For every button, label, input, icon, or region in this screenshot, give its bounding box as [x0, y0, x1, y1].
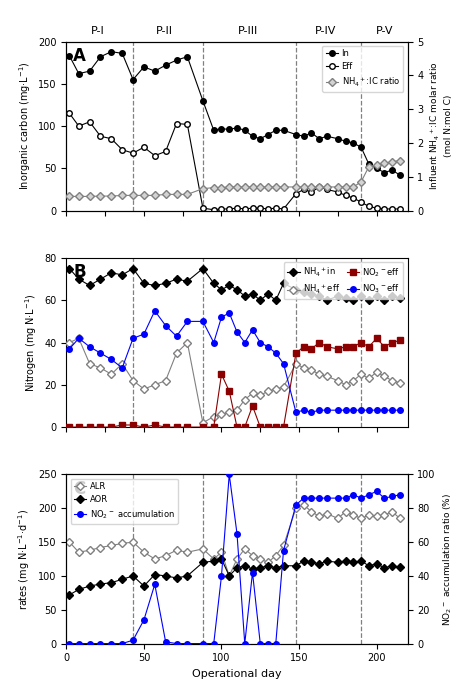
Y-axis label: Nitrogen (mg N·L$^{-1}$): Nitrogen (mg N·L$^{-1}$) — [23, 293, 39, 392]
Text: P-IV: P-IV — [315, 26, 336, 36]
Y-axis label: NO$_2$$^-$ accumulation ratio (%): NO$_2$$^-$ accumulation ratio (%) — [441, 493, 454, 626]
Y-axis label: Influent NH$_4$$^+$:IC molar ratio
(mol N:mol C): Influent NH$_4$$^+$:IC molar ratio (mol … — [429, 62, 453, 190]
Text: P-II: P-II — [155, 26, 173, 36]
Text: P-I: P-I — [91, 26, 104, 36]
Y-axis label: rates (mg N·L$^{-1}$·d$^{-1}$): rates (mg N·L$^{-1}$·d$^{-1}$) — [17, 509, 32, 610]
Text: B: B — [73, 263, 86, 281]
X-axis label: Operational day: Operational day — [192, 669, 282, 679]
Text: P-V: P-V — [375, 26, 393, 36]
Legend: ALR, AOR, NO$_2$$^-$ accumulation: ALR, AOR, NO$_2$$^-$ accumulation — [71, 479, 178, 524]
Legend: In, Eff, NH$_4$$^+$:IC ratio: In, Eff, NH$_4$$^+$:IC ratio — [322, 46, 403, 92]
Text: P-III: P-III — [238, 26, 258, 36]
Legend: NH$_4$$^+$in, NH$_4$$^+$eff, NO$_2$$^-$eff, NO$_3$$^-$eff: NH$_4$$^+$in, NH$_4$$^+$eff, NO$_2$$^-$e… — [283, 262, 403, 300]
Y-axis label: Inorganic carbon (mg·L$^{-1}$): Inorganic carbon (mg·L$^{-1}$) — [17, 62, 33, 190]
Text: A: A — [73, 46, 86, 64]
Text: C: C — [73, 480, 85, 498]
